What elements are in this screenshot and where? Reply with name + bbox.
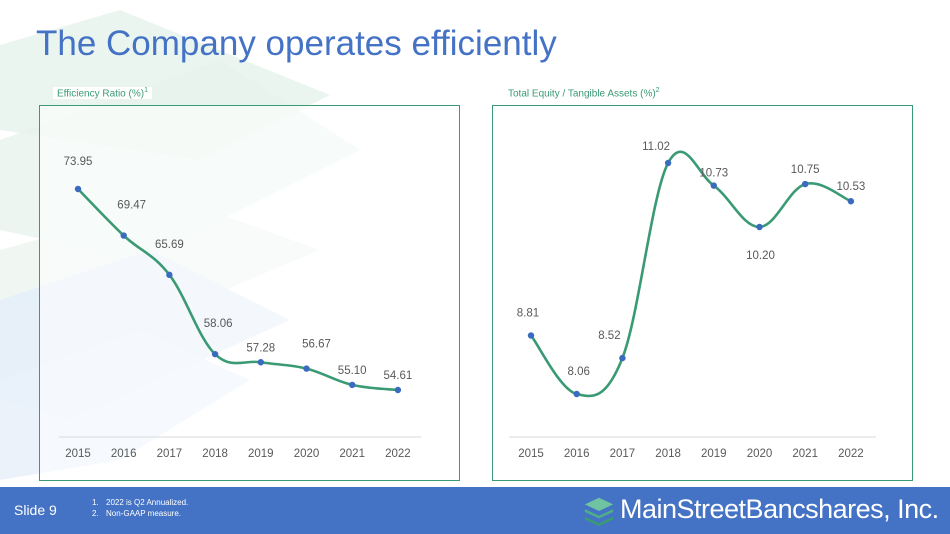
slide-number: Slide 9 <box>14 502 57 518</box>
efficiency-x-tick-label-2015: 2015 <box>65 448 91 460</box>
equity-tangible-assets-title-sup: 2 <box>655 87 660 94</box>
efficiency-x-tick-label-2017: 2017 <box>157 448 183 460</box>
footnote-2: 2. Non-GAAP measure. <box>92 508 188 519</box>
efficiency-data-label-2016: 69.47 <box>117 200 146 212</box>
efficiency-data-label-2022: 54.61 <box>384 370 413 382</box>
efficiency-point-2017 <box>166 271 173 279</box>
equity-point-2018 <box>664 159 672 167</box>
equity-tangible-assets-chart: 8.81 8.06 8.52 11.02 10.73 10.20 10.75 10.53 201… <box>509 141 876 460</box>
footnote-1-text: 2022 is Q2 Annualized. <box>106 498 189 507</box>
efficiency-x-tick-label-2016: 2016 <box>111 448 137 460</box>
equity-point-2019 <box>710 182 717 189</box>
footnote-1: 1. 2022 is Q2 Annualized. <box>92 497 188 508</box>
equity-tangible-assets-chart-title: Total Equity / Tangible Assets (%)2 <box>504 87 664 100</box>
efficiency-data-label-2021: 55.10 <box>338 365 367 377</box>
efficiency-point-2020 <box>303 365 310 372</box>
efficiency-x-tick-label-2019: 2019 <box>248 448 274 460</box>
equity-data-label-2020: 10.20 <box>746 250 775 262</box>
efficiency-point-2021 <box>349 381 356 389</box>
efficiency-point-2022 <box>394 386 402 394</box>
equity-data-label-2021: 10.75 <box>791 164 820 176</box>
layers-logo-icon <box>584 497 614 527</box>
footnote-2-num: 2. <box>92 509 99 518</box>
efficiency-data-label-2017: 65.69 <box>155 239 184 251</box>
efficiency-ratio-chart-title: Efficiency Ratio (%)1 <box>53 87 152 100</box>
footnote-1-num: 1. <box>92 498 99 507</box>
efficiency-x-tick-label-2022: 2022 <box>385 448 411 460</box>
footer-bar: Slide 9 1. 2022 is Q2 Annualized. 2. Non-G… <box>0 487 950 534</box>
efficiency-ratio-title-text: Efficiency Ratio (%) <box>57 88 145 100</box>
equity-x-tick-label-2020: 2020 <box>747 448 773 460</box>
efficiency-point-2015 <box>74 185 82 193</box>
equity-point-2015 <box>527 332 535 339</box>
efficiency-x-tick-label-2021: 2021 <box>339 448 365 460</box>
equity-x-tick-label-2016: 2016 <box>564 448 590 460</box>
equity-data-label-2015: 8.81 <box>517 307 539 319</box>
efficiency-x-tick-label-2020: 2020 <box>294 448 320 460</box>
efficiency-point-2019 <box>257 359 264 366</box>
equity-data-label-2017: 8.52 <box>598 330 620 342</box>
company-logo-text: MainStreetBancshares, Inc. <box>620 494 939 524</box>
efficiency-ratio-panel <box>39 105 460 481</box>
equity-series-line <box>529 150 852 398</box>
slide-title: The Company operates efficiently <box>36 24 557 63</box>
efficiency-data-label-2015: 73.95 <box>64 156 93 168</box>
efficiency-series-line <box>77 188 399 392</box>
efficiency-data-label-2020: 56.67 <box>302 339 331 351</box>
equity-point-2016 <box>573 390 580 398</box>
equity-x-tick-label-2015: 2015 <box>518 448 544 460</box>
equity-x-tick-label-2021: 2021 <box>792 448 818 460</box>
equity-x-tick-label-2017: 2017 <box>610 448 636 460</box>
efficiency-data-label-2019: 57.28 <box>246 342 275 354</box>
equity-data-label-2019: 10.73 <box>699 168 728 180</box>
efficiency-ratio-chart: 73.95 69.47 65.69 58.06 57.28 56.67 55.10 54.61… <box>59 156 421 460</box>
efficiency-point-2018 <box>211 350 219 358</box>
equity-point-2020 <box>756 223 763 231</box>
footnotes: 1. 2022 is Q2 Annualized. 2. Non-GAAP meas… <box>92 497 188 519</box>
equity-tangible-assets-title-text: Total Equity / Tangible Assets (%) <box>508 88 656 100</box>
efficiency-data-label-2018: 58.06 <box>204 318 233 330</box>
efficiency-point-2016 <box>120 232 127 239</box>
equity-x-tick-label-2018: 2018 <box>655 448 681 460</box>
equity-data-label-2022: 10.53 <box>837 181 866 193</box>
efficiency-x-tick-label-2018: 2018 <box>202 448 228 460</box>
equity-x-tick-label-2022: 2022 <box>838 448 864 460</box>
equity-data-label-2016: 8.06 <box>568 366 590 378</box>
efficiency-ratio-title-sup: 1 <box>144 87 148 94</box>
equity-point-2022 <box>847 198 855 205</box>
equity-x-tick-label-2019: 2019 <box>701 448 727 460</box>
footnote-2-text: Non-GAAP measure. <box>106 509 181 518</box>
equity-tangible-assets-panel <box>492 105 913 481</box>
equity-data-label-2018: 11.02 <box>642 141 670 153</box>
equity-point-2017 <box>619 354 626 362</box>
equity-point-2021 <box>802 180 809 188</box>
